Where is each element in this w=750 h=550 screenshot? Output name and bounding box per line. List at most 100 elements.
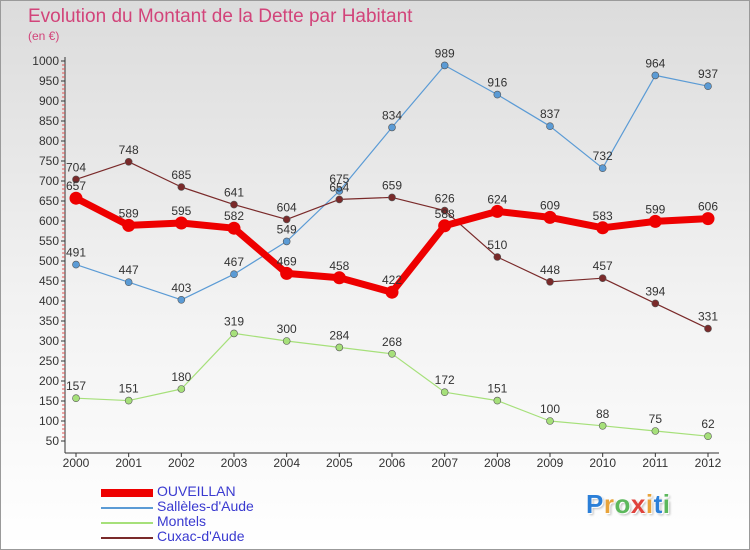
brand-letter: r xyxy=(603,489,615,519)
data-label: 657 xyxy=(66,179,86,193)
data-label: 172 xyxy=(435,373,455,387)
y-tick-label: 350 xyxy=(39,314,59,328)
data-label: 447 xyxy=(119,263,139,277)
data-point xyxy=(493,90,502,99)
data-point xyxy=(493,396,502,405)
data-point xyxy=(385,285,399,299)
data-point xyxy=(598,274,607,283)
data-label: 491 xyxy=(66,246,86,260)
data-label: 604 xyxy=(277,200,297,214)
data-label: 457 xyxy=(593,259,613,273)
data-label: 989 xyxy=(435,46,455,60)
data-label: 300 xyxy=(277,322,297,336)
y-tick-label: 150 xyxy=(39,394,59,408)
x-tick-label: 2004 xyxy=(273,456,300,470)
data-label: 582 xyxy=(224,209,244,223)
data-point xyxy=(651,299,660,308)
data-label: 157 xyxy=(66,379,86,393)
data-label: 589 xyxy=(119,206,139,220)
brand-logo: Proxiti xyxy=(586,489,670,520)
y-tick-label: 450 xyxy=(39,274,59,288)
y-tick-label: 650 xyxy=(39,194,59,208)
data-point xyxy=(598,164,607,172)
data-label: 88 xyxy=(596,407,610,421)
brand-letter: i xyxy=(662,489,671,519)
data-point xyxy=(440,61,449,70)
data-label: 394 xyxy=(645,284,665,298)
data-point xyxy=(72,175,80,184)
data-point xyxy=(490,204,504,218)
data-label: 837 xyxy=(540,107,560,121)
data-point xyxy=(335,195,344,204)
data-point xyxy=(230,329,238,338)
data-label: 331 xyxy=(698,310,718,324)
data-point xyxy=(651,71,660,80)
y-tick-label: 700 xyxy=(39,174,59,188)
data-point xyxy=(704,432,712,441)
data-label: 467 xyxy=(224,255,244,269)
data-label: 151 xyxy=(119,382,139,396)
y-tick-label: 50 xyxy=(46,434,60,448)
data-label: 654 xyxy=(329,180,349,194)
data-point xyxy=(282,215,291,224)
y-tick-label: 300 xyxy=(39,334,59,348)
data-point xyxy=(124,396,133,405)
x-tick-label: 2002 xyxy=(168,456,195,470)
data-point xyxy=(438,219,452,233)
data-point xyxy=(651,427,660,435)
brand-letter: t xyxy=(653,489,663,519)
y-tick-label: 1000 xyxy=(32,54,59,68)
legend-swatch xyxy=(101,507,153,509)
legend-swatch xyxy=(101,489,153,497)
data-label: 268 xyxy=(382,335,402,349)
x-tick-label: 2005 xyxy=(326,456,353,470)
data-point xyxy=(177,385,186,393)
data-point xyxy=(388,193,396,202)
data-label: 599 xyxy=(645,202,665,216)
x-tick-label: 2009 xyxy=(537,456,564,470)
data-point xyxy=(704,324,712,333)
data-point xyxy=(598,421,607,430)
data-point xyxy=(177,183,186,191)
data-label: 641 xyxy=(224,186,244,200)
x-tick-label: 2012 xyxy=(695,456,722,470)
data-label: 685 xyxy=(171,168,191,182)
data-point xyxy=(124,158,133,166)
legend-label: Cuxac-d'Aude xyxy=(157,528,245,544)
data-label: 458 xyxy=(329,259,349,273)
x-tick-label: 2010 xyxy=(589,456,616,470)
data-point xyxy=(177,295,186,304)
y-tick-label: 800 xyxy=(39,134,59,148)
data-point xyxy=(282,237,291,246)
y-tick-label: 900 xyxy=(39,94,59,108)
y-tick-label: 100 xyxy=(39,414,59,428)
data-point xyxy=(124,278,133,287)
brand-letter: P xyxy=(586,489,604,519)
y-tick-label: 950 xyxy=(39,74,59,88)
data-label: 732 xyxy=(593,149,613,163)
data-point xyxy=(230,270,238,279)
data-point xyxy=(388,349,396,358)
data-point xyxy=(282,337,291,345)
series-line-montels xyxy=(75,332,709,437)
chart-title: Evolution du Montant de la Dette par Hab… xyxy=(28,6,413,27)
data-label: 62 xyxy=(701,417,715,431)
legend-label: OUVEILLAN xyxy=(157,483,236,499)
data-label: 606 xyxy=(698,200,718,214)
x-tick-label: 2006 xyxy=(379,456,406,470)
data-point xyxy=(174,216,188,230)
data-point xyxy=(440,388,449,397)
x-tick-label: 2000 xyxy=(63,456,90,470)
y-tick-label: 400 xyxy=(39,294,59,308)
data-label: 659 xyxy=(382,178,402,192)
data-point xyxy=(596,221,610,235)
brand-letter: x xyxy=(630,489,646,519)
brand-letter: i xyxy=(645,489,654,519)
data-label: 448 xyxy=(540,263,560,277)
data-label: 916 xyxy=(487,76,507,90)
data-label: 510 xyxy=(487,238,507,252)
data-point xyxy=(546,417,554,425)
y-tick-label: 850 xyxy=(39,114,59,128)
